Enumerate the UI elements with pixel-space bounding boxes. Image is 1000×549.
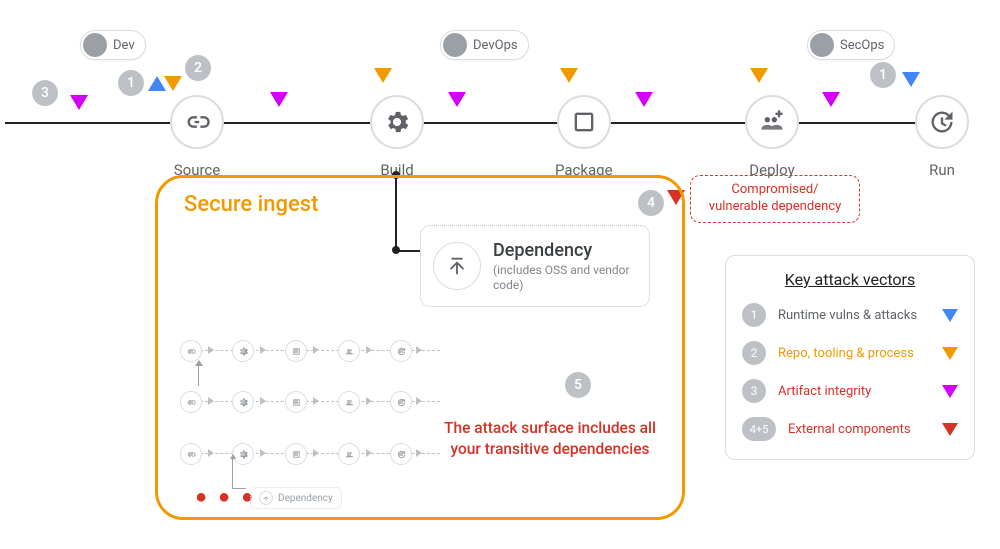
legend-row: 1 Runtime vulns & attacks (742, 303, 958, 327)
tri-magenta-icon (822, 92, 840, 107)
deploy-icon (745, 95, 799, 149)
stage-build: Build (370, 95, 424, 179)
source-icon (170, 95, 224, 149)
avatar-icon (810, 33, 834, 57)
legend-label: Repo, tooling & process (778, 346, 930, 361)
stage-label: Run (915, 161, 969, 179)
legend-num: 1 (742, 303, 766, 327)
dependency-subtitle: (includes OSS and vendor code) (493, 263, 637, 293)
tri-magenta-icon (70, 95, 88, 110)
mini-connector (198, 363, 199, 386)
mini-pipeline (180, 388, 440, 416)
stage-package: Package (555, 95, 613, 179)
ellipsis-dots: ● ● ● (195, 484, 256, 509)
merge-icon (259, 491, 273, 505)
dependency-title: Dependency (493, 240, 637, 261)
pipeline-line (5, 122, 950, 124)
tri-icon (942, 309, 958, 322)
legend-num: 4+5 (742, 417, 776, 441)
mini-pipeline (180, 337, 440, 365)
avatar-icon (443, 33, 467, 57)
legend-row: 2 Repo, tooling & process (742, 341, 958, 365)
legend-label: Runtime vulns & attacks (778, 308, 930, 323)
attack-surface-text: The attack surface includes all your tra… (430, 418, 670, 460)
merge-icon (433, 242, 481, 290)
arrow-up-icon (195, 360, 203, 366)
legend-row: 4+5 External components (742, 417, 958, 441)
role-secops: SecOps (807, 30, 895, 60)
legend-panel: Key attack vectors 1 Runtime vulns & att… (725, 255, 975, 460)
badge-2: 2 (185, 55, 211, 81)
dependency-tag-label: Dependency (278, 493, 333, 504)
stage-source: Source (170, 95, 224, 179)
badge-1b: 1 (870, 62, 896, 88)
tri-magenta-icon (270, 92, 288, 107)
tri-icon (942, 347, 958, 360)
tri-icon (942, 423, 958, 436)
ingest-title: Secure ingest (184, 192, 318, 217)
tri-orange-icon (750, 68, 768, 83)
role-dev: Dev (80, 30, 146, 60)
legend-num: 3 (742, 379, 766, 403)
legend-row: 3 Artifact integrity (742, 379, 958, 403)
role-label: Dev (113, 38, 135, 53)
build-icon (370, 95, 424, 149)
legend-label: External components (788, 422, 930, 437)
tri-orange-icon (164, 76, 182, 91)
tri-orange-icon (374, 68, 392, 83)
legend-num: 2 (742, 341, 766, 365)
dependency-tag: Dependency (250, 487, 342, 509)
avatar-icon (83, 33, 107, 57)
mini-pipeline (180, 440, 440, 468)
role-devops: DevOps (440, 30, 529, 60)
role-label: SecOps (840, 38, 884, 53)
badge-3: 3 (32, 80, 58, 106)
badge-1: 1 (118, 70, 144, 96)
tri-blue-icon (902, 72, 920, 87)
stage-deploy: Deploy (745, 95, 799, 179)
tri-magenta-icon (448, 92, 466, 107)
package-icon (557, 95, 611, 149)
run-icon (915, 95, 969, 149)
tri-magenta-icon (635, 92, 653, 107)
compromised-callout: Compromised/ vulnerable dependency (690, 175, 860, 223)
role-label: DevOps (473, 38, 518, 53)
tri-orange-icon (560, 68, 578, 83)
pipeline: Source Build Package Deploy Run (0, 95, 1000, 155)
stage-run: Run (915, 95, 969, 179)
legend-label: Artifact integrity (778, 384, 930, 399)
dependency-box: Dependency (includes OSS and vendor code… (420, 225, 650, 307)
legend-title: Key attack vectors (742, 270, 958, 289)
tri-icon (942, 385, 958, 398)
